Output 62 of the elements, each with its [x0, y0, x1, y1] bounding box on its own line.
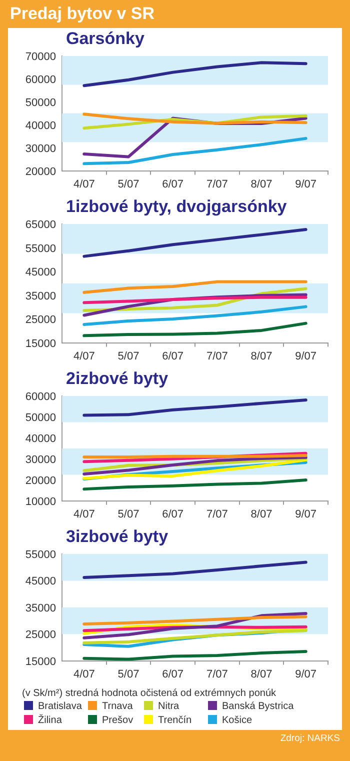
y-tick-label: 40000 [25, 120, 56, 132]
x-tick-label: 4/07 [73, 508, 95, 520]
x-tick-label: 8/07 [250, 178, 272, 190]
x-tick-label: 6/07 [162, 178, 184, 190]
legend-label: Nitra [157, 701, 180, 712]
x-tick-label: 6/07 [162, 508, 184, 520]
y-tick-label: 60000 [25, 391, 56, 403]
y-tick-label: 50000 [25, 96, 56, 109]
y-tick-label: 10000 [25, 496, 56, 508]
x-tick-label: 5/07 [118, 668, 140, 680]
y-tick-label: 35000 [25, 290, 56, 302]
x-tick-label: 6/07 [162, 668, 184, 680]
legend-label: Košice [221, 715, 254, 726]
x-tick-label: 8/07 [250, 350, 272, 362]
x-tick-label: 7/07 [206, 178, 228, 190]
y-tick-label: 35000 [25, 602, 56, 614]
chart-title: 3izbové byty [65, 526, 170, 548]
y-tick-label: 30000 [25, 454, 56, 466]
chart-title: 2izbové byty [65, 368, 170, 390]
chart-title: Predaj bytov v SR [9, 3, 156, 25]
legend-label: Trenčín [157, 715, 193, 726]
y-tick-label: 55000 [25, 549, 56, 561]
y-tick-label: 25000 [25, 314, 56, 326]
x-tick-label: 4/07 [73, 668, 95, 680]
legend-label: Banská Bystrica [221, 701, 295, 712]
y-tick-label: 15000 [25, 656, 56, 668]
y-tick-label: 25000 [25, 629, 56, 642]
y-tick-label: 65000 [25, 219, 56, 231]
y-tick-label: 45000 [25, 266, 56, 279]
y-tick-label: 20000 [25, 474, 56, 487]
x-tick-label: 9/07 [295, 668, 317, 680]
x-tick-label: 7/07 [206, 668, 228, 680]
legend-label: Prešov [101, 715, 134, 726]
chart-title: 1izbové byty, dvojgarsónky [65, 196, 288, 218]
y-tick-label: 60000 [25, 74, 56, 86]
x-tick-label: 9/07 [295, 350, 317, 362]
y-tick-label: 70000 [25, 51, 56, 63]
legend-label: Žilina [37, 715, 63, 726]
y-tick-label: 15000 [25, 338, 56, 350]
x-tick-label: 5/07 [118, 508, 140, 520]
x-tick-label: 8/07 [250, 508, 272, 520]
x-tick-label: 7/07 [206, 350, 228, 362]
x-tick-label: 8/07 [250, 668, 272, 680]
x-tick-label: 4/07 [73, 178, 95, 190]
legend-label: Bratislava [37, 701, 83, 712]
x-tick-label: 6/07 [162, 350, 184, 362]
text: (v Sk/m²) stredná hodnota očistená od extrémnych ponúk [21, 687, 278, 701]
y-tick-label: 30000 [25, 142, 56, 155]
y-tick-label: 40000 [25, 432, 56, 445]
x-tick-label: 7/07 [206, 508, 228, 520]
chart-subtitle: Garsónky [65, 28, 146, 50]
text: Zdroj: NARKS [279, 732, 341, 744]
legend-label: Trnava [101, 701, 134, 712]
x-tick-label: 5/07 [118, 350, 140, 362]
y-tick-label: 55000 [25, 242, 56, 255]
x-tick-label: 9/07 [295, 508, 317, 520]
y-tick-label: 50000 [25, 412, 56, 424]
x-tick-label: 9/07 [295, 178, 317, 190]
y-tick-label: 45000 [25, 576, 56, 588]
y-tick-label: 20000 [25, 166, 56, 178]
x-tick-label: 4/07 [73, 350, 95, 362]
x-tick-label: 5/07 [118, 178, 140, 190]
